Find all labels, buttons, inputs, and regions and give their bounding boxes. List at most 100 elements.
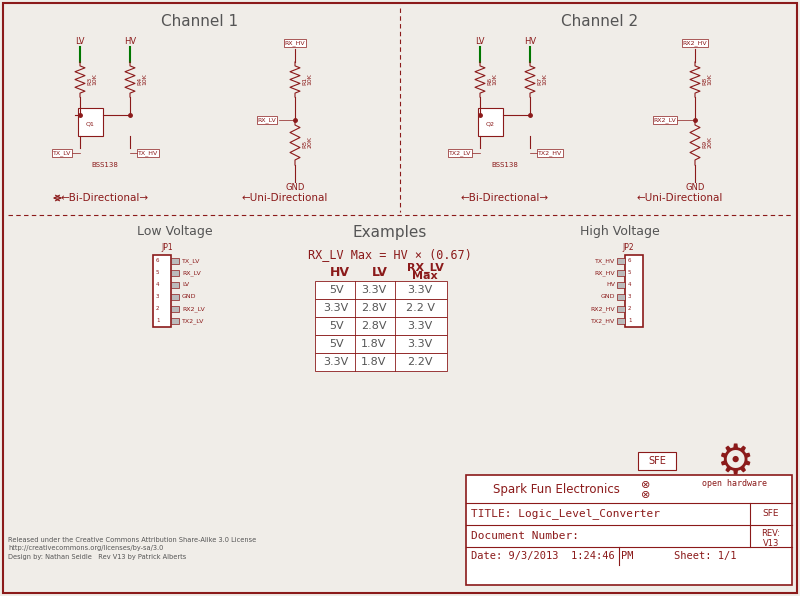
Bar: [315, 281, 447, 299]
Bar: [617, 282, 625, 288]
Text: Low Voltage: Low Voltage: [137, 225, 213, 238]
Text: RX_HV: RX_HV: [285, 40, 306, 46]
Text: GND: GND: [286, 184, 305, 193]
Text: Sheet: 1/1: Sheet: 1/1: [674, 551, 737, 561]
Bar: [625, 255, 643, 327]
Text: REV:: REV:: [762, 529, 781, 538]
Text: TX_HV: TX_HV: [594, 258, 615, 264]
Text: ←Uni-Directional: ←Uni-Directional: [242, 193, 328, 203]
Text: 3.3V: 3.3V: [407, 321, 433, 331]
Text: R1
10K: R1 10K: [302, 73, 313, 85]
Text: TX2_LV: TX2_LV: [182, 318, 204, 324]
Text: GND: GND: [686, 184, 705, 193]
Text: 5V: 5V: [329, 321, 343, 331]
Text: High Voltage: High Voltage: [580, 225, 660, 238]
Text: 5: 5: [628, 271, 631, 275]
Bar: [171, 294, 179, 300]
Text: BSS138: BSS138: [491, 162, 518, 168]
Text: RX_LV: RX_LV: [182, 270, 201, 276]
Text: HV: HV: [606, 283, 615, 287]
Text: BSS138: BSS138: [91, 162, 118, 168]
Text: 3.3V: 3.3V: [407, 339, 433, 349]
Bar: [171, 306, 179, 312]
Text: HV: HV: [330, 265, 350, 278]
Text: 3.3V: 3.3V: [323, 303, 349, 313]
Text: 3: 3: [156, 294, 159, 300]
Text: TX2_LV: TX2_LV: [449, 150, 471, 156]
Text: TX2_HV: TX2_HV: [590, 318, 615, 324]
Text: LV: LV: [182, 283, 189, 287]
Text: Examples: Examples: [353, 225, 427, 240]
Text: 1: 1: [156, 318, 159, 324]
Text: 5V: 5V: [329, 339, 343, 349]
Bar: [315, 317, 447, 335]
Text: LV: LV: [475, 38, 485, 46]
Bar: [315, 299, 447, 317]
Text: 3.3V: 3.3V: [407, 285, 433, 295]
Text: 5: 5: [156, 271, 159, 275]
Text: Q2: Q2: [486, 122, 495, 126]
Text: TX_LV: TX_LV: [53, 150, 71, 156]
Text: GND: GND: [601, 294, 615, 300]
Text: 5V: 5V: [329, 285, 343, 295]
Text: JP1: JP1: [161, 244, 173, 253]
Text: R4
10K: R4 10K: [137, 73, 148, 85]
Bar: [638, 452, 676, 470]
Text: 3.3V: 3.3V: [323, 357, 349, 367]
Bar: [617, 270, 625, 276]
Text: ←Uni-Directional: ←Uni-Directional: [637, 193, 723, 203]
Text: TITLE: Logic_Level_Converter: TITLE: Logic_Level_Converter: [471, 508, 660, 520]
Bar: [171, 318, 179, 324]
Text: 2: 2: [628, 306, 631, 312]
Text: SFE: SFE: [762, 510, 779, 519]
Text: ⊗: ⊗: [642, 480, 650, 490]
Text: RX2_LV: RX2_LV: [654, 117, 676, 123]
Text: 2.8V: 2.8V: [362, 321, 386, 331]
Text: R3
10K: R3 10K: [87, 73, 98, 85]
Bar: [617, 294, 625, 300]
Text: 4: 4: [156, 283, 159, 287]
Text: HV: HV: [124, 38, 136, 46]
Bar: [466, 475, 792, 585]
Text: Q1: Q1: [86, 122, 95, 126]
Text: 3.3V: 3.3V: [362, 285, 386, 295]
Text: R7
10K: R7 10K: [537, 73, 548, 85]
Text: Document Number:: Document Number:: [471, 531, 579, 541]
Text: ←Bi-Directional→: ←Bi-Directional→: [461, 193, 549, 203]
Text: 6: 6: [628, 259, 631, 263]
Text: ⊗: ⊗: [642, 490, 650, 500]
Bar: [617, 258, 625, 264]
Text: 6: 6: [156, 259, 159, 263]
Text: R9
20K: R9 20K: [702, 136, 713, 148]
Bar: [315, 335, 447, 353]
Text: RX_LV: RX_LV: [406, 263, 443, 273]
Text: R5
20K: R5 20K: [302, 136, 313, 148]
Bar: [171, 258, 179, 264]
Text: Channel 1: Channel 1: [162, 14, 238, 29]
Text: 1.8V: 1.8V: [362, 339, 386, 349]
Text: Spark Fun Electronics: Spark Fun Electronics: [493, 483, 619, 495]
Bar: [153, 255, 171, 327]
Bar: [78, 108, 103, 136]
Text: RX2_LV: RX2_LV: [182, 306, 205, 312]
Bar: [478, 108, 503, 136]
Text: R6
10K: R6 10K: [487, 73, 498, 85]
Text: GND: GND: [182, 294, 197, 300]
Text: SFE: SFE: [648, 456, 666, 466]
Text: ⚙: ⚙: [716, 441, 754, 483]
Text: V13: V13: [763, 539, 779, 548]
Text: HV: HV: [524, 38, 536, 46]
Text: Released under the Creative Commons Attribution Share-Alike 3.0 License
http://c: Released under the Creative Commons Attr…: [8, 536, 256, 560]
Text: TX2_HV: TX2_HV: [538, 150, 562, 156]
Bar: [617, 318, 625, 324]
Text: 3: 3: [628, 294, 631, 300]
Text: R8
10K: R8 10K: [702, 73, 713, 85]
Text: 1.8V: 1.8V: [362, 357, 386, 367]
Text: Max: Max: [412, 271, 438, 281]
Text: LV: LV: [372, 265, 388, 278]
Text: RX_LV Max = HV × (0.67): RX_LV Max = HV × (0.67): [308, 249, 472, 262]
Text: RX2_HV: RX2_HV: [682, 40, 707, 46]
Text: 2.2V: 2.2V: [407, 357, 433, 367]
Text: RX_LV: RX_LV: [258, 117, 276, 123]
Text: 2.2 V: 2.2 V: [406, 303, 434, 313]
